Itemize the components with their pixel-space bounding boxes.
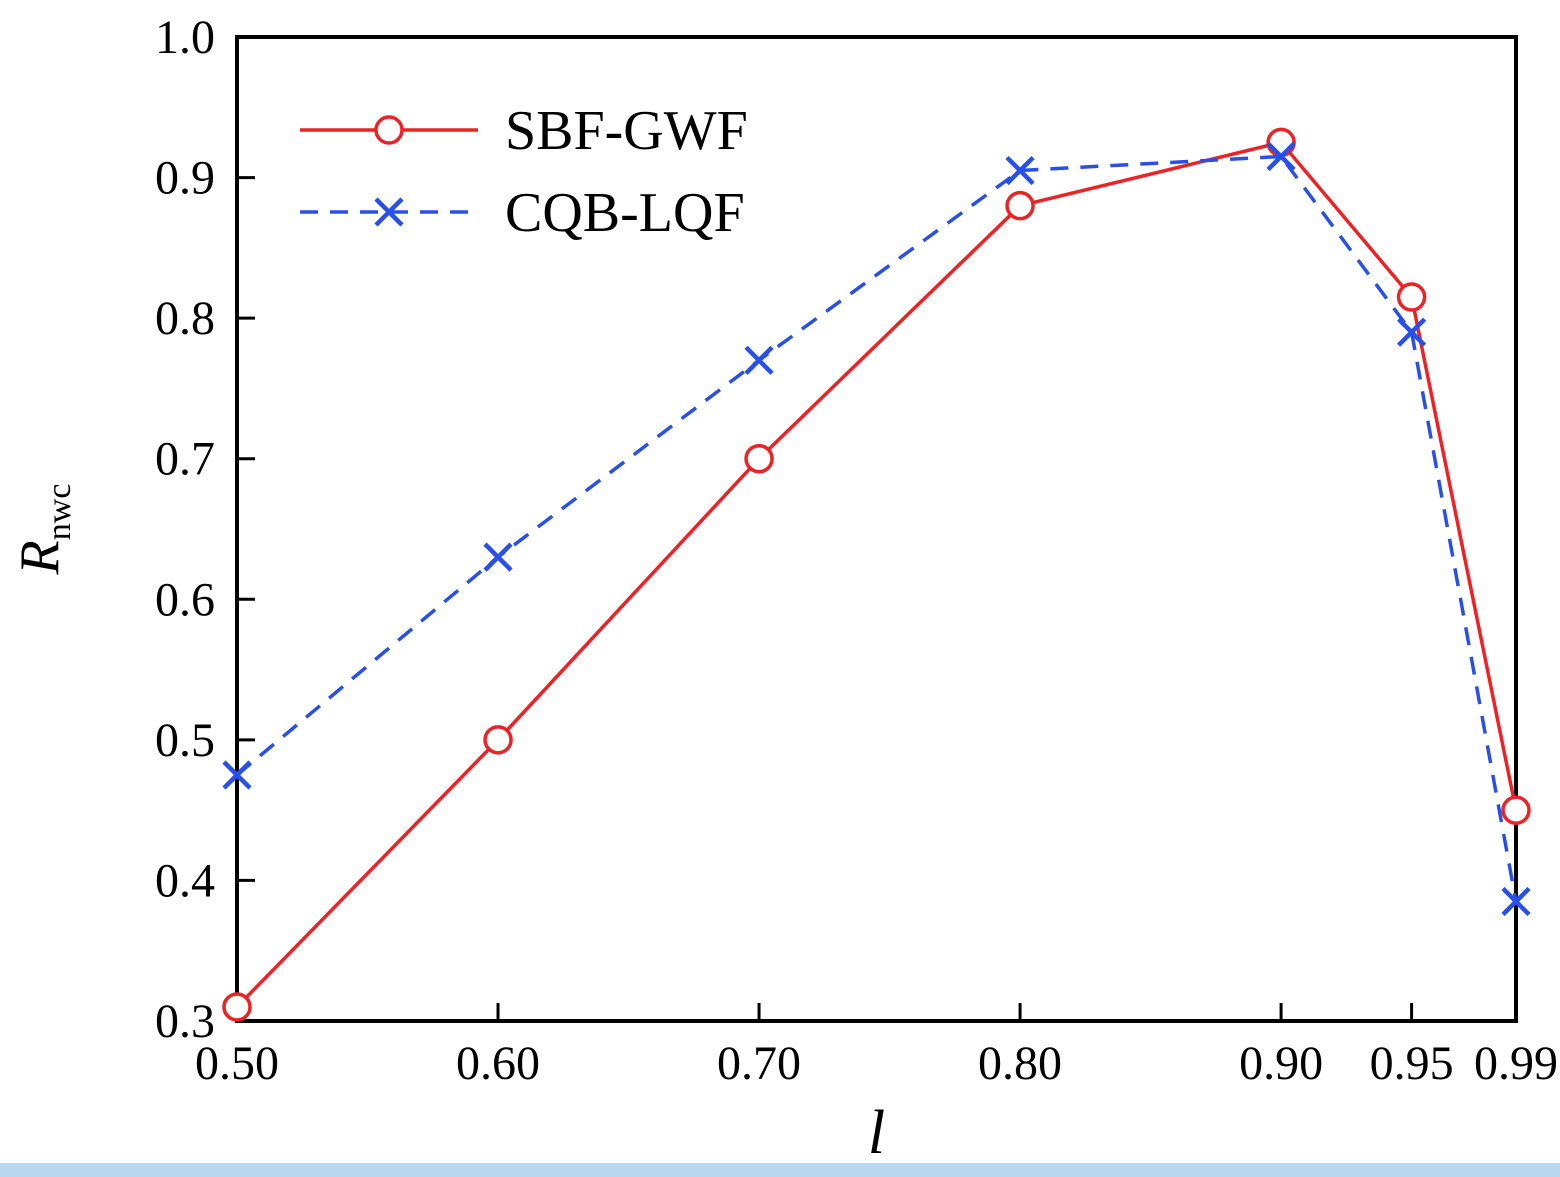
x-marker <box>744 345 774 375</box>
plot-frame <box>235 35 1518 1023</box>
y-tick-label: 0.3 <box>155 995 215 1048</box>
x-marker <box>1397 317 1427 347</box>
circle-marker <box>1005 190 1035 221</box>
legend-label: CQB-LQF <box>505 182 745 244</box>
x-tick-label: 0.80 <box>978 1037 1062 1090</box>
x-marker <box>1266 141 1296 172</box>
x-tick-label: 0.50 <box>195 1037 279 1090</box>
x-tick-label: 0.60 <box>456 1037 540 1090</box>
bottom-strip <box>0 1163 1560 1177</box>
x-tick-label: 0.95 <box>1370 1037 1454 1090</box>
y-tick-label: 1.0 <box>155 11 215 64</box>
circle-marker <box>483 725 513 755</box>
x-marker <box>222 760 252 790</box>
y-tick-label: 0.4 <box>155 854 215 907</box>
y-tick-label: 0.6 <box>155 573 215 626</box>
x-tick-label: 0.99 <box>1474 1037 1558 1090</box>
x-marker <box>374 197 404 227</box>
circle-marker <box>1501 795 1531 825</box>
x-marker <box>1501 886 1531 917</box>
y-tick-label: 0.5 <box>155 714 215 767</box>
y-axis-label: Rnwc <box>9 484 78 576</box>
x-marker <box>483 542 513 572</box>
x-tick-label: 0.90 <box>1239 1037 1323 1090</box>
legend-item-sbf-gwf: SBF-GWF <box>300 100 748 162</box>
circle-marker <box>222 992 252 1022</box>
y-tick-label: 0.9 <box>155 152 215 205</box>
y-tick-label: 0.8 <box>155 292 215 345</box>
series-line-sbf-gwf <box>235 140 1518 1009</box>
series-line-cqb-lqf <box>235 154 1518 902</box>
circle-marker <box>1396 282 1427 312</box>
x-marker <box>1005 155 1035 186</box>
legend-label: SBF-GWF <box>505 100 748 162</box>
y-tick-label: 0.7 <box>155 433 215 486</box>
legend-item-cqb-lqf: CQB-LQF <box>300 182 745 244</box>
circle-marker <box>744 443 774 474</box>
circle-marker <box>1266 127 1296 158</box>
x-axis-label: l <box>868 1099 885 1163</box>
circle-marker <box>374 115 404 145</box>
x-tick-label: 0.70 <box>717 1037 801 1090</box>
